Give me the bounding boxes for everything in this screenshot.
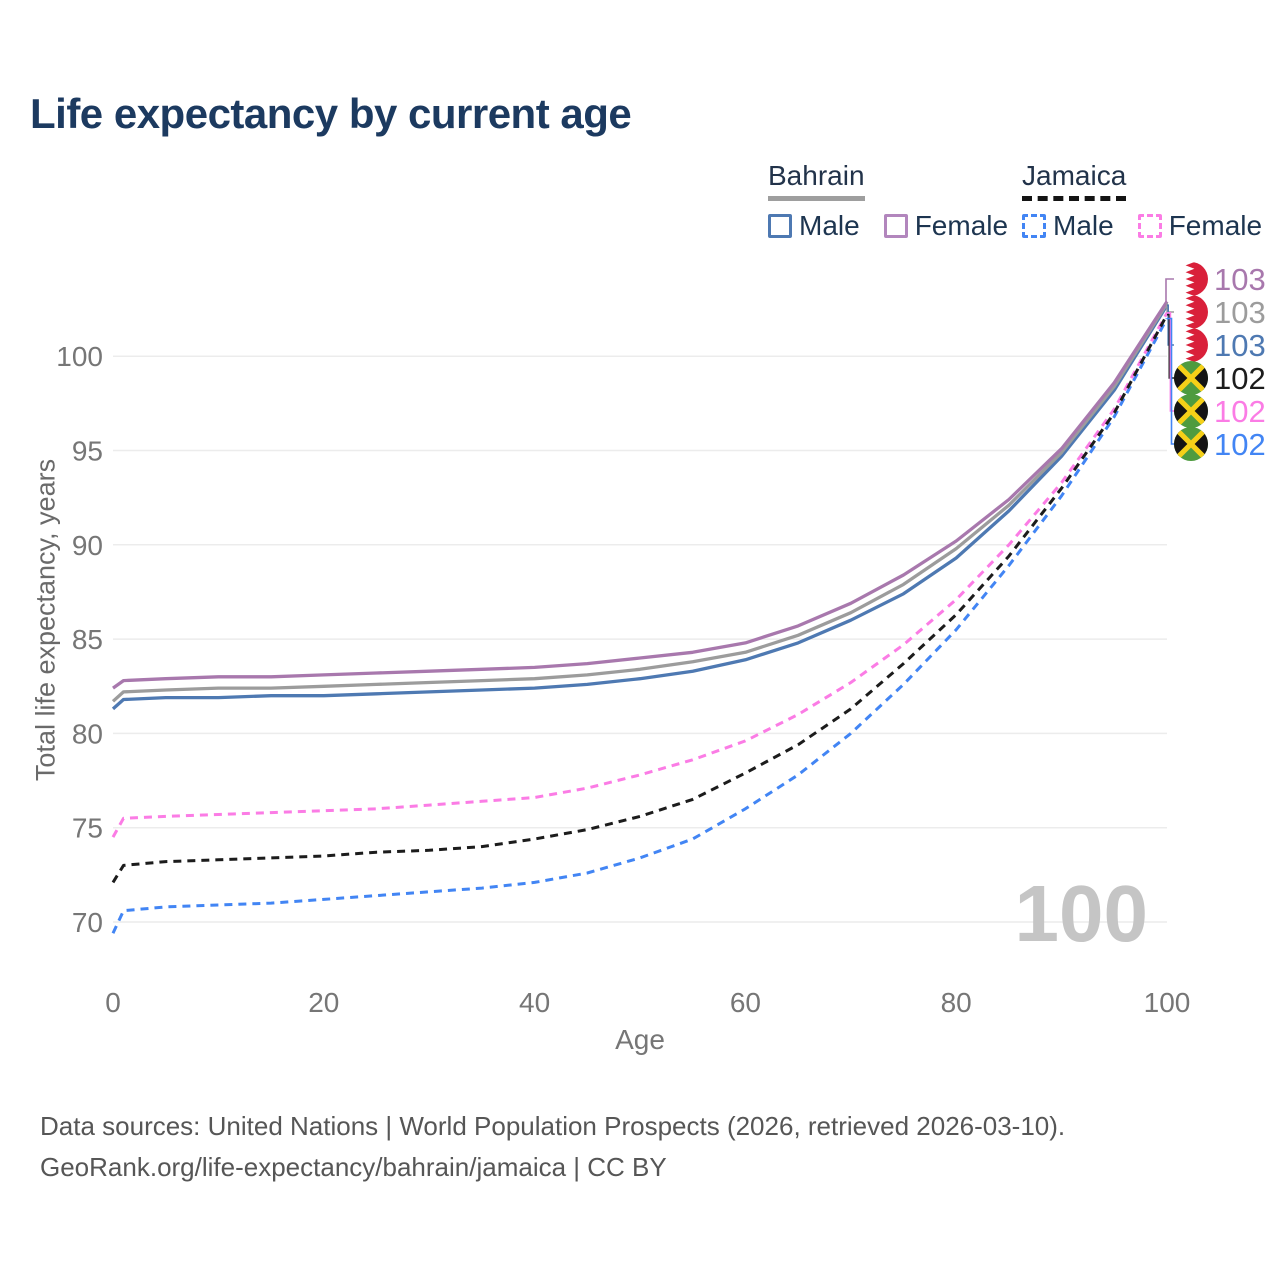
y-tick-label: 70	[72, 907, 103, 938]
legend-items-jamaica: Male Female	[1022, 210, 1262, 242]
end-label-leader-line	[1167, 317, 1174, 445]
series-line-bahrain-female	[112, 300, 1169, 690]
legend-group-bahrain: Bahrain Male Female	[768, 160, 1008, 242]
legend-item-jamaica-female[interactable]: Female	[1137, 210, 1263, 242]
y-tick-label: 75	[72, 813, 103, 844]
legend-items-bahrain: Male Female	[768, 210, 1008, 242]
end-value-label-bahrain-female: 103	[1214, 262, 1266, 297]
jamaica-flag-icon	[1174, 427, 1208, 461]
jamaica-female-checkbox-icon[interactable]	[1137, 214, 1162, 238]
legend-label-jamaica-female: Female	[1168, 210, 1263, 241]
end-label-leader-line	[1165, 278, 1174, 303]
y-tick-label: 90	[72, 530, 103, 561]
bahrain-flag-icon	[1174, 295, 1208, 329]
bahrain-flag-icon	[1174, 262, 1208, 296]
series-line-jamaica-both	[111, 313, 1169, 884]
x-tick-label: 40	[519, 987, 550, 1018]
series-line-jamaica-female	[111, 312, 1169, 838]
y-tick-label: 95	[72, 436, 103, 467]
series-line-bahrain-male	[111, 304, 1169, 711]
jamaica-flag-icon	[1174, 394, 1208, 428]
end-value-label-bahrain-both: 103	[1214, 295, 1266, 330]
jamaica-flag-icon	[1174, 361, 1208, 395]
end-value-label-bahrain-male: 103	[1214, 328, 1266, 363]
bahrain-male-checkbox-icon[interactable]	[768, 214, 792, 238]
footer-source-line: Data sources: United Nations | World Pop…	[40, 1111, 1066, 1141]
page-title: Life expectancy by current age	[30, 90, 632, 137]
legend-item-jamaica-male[interactable]: Male	[1022, 210, 1114, 242]
end-value-label-jamaica-male: 102	[1214, 427, 1266, 462]
legend-label-bahrain-female: Female	[914, 210, 1009, 241]
end-value-label-jamaica-female: 102	[1214, 394, 1266, 429]
legend-header-jamaica[interactable]: Jamaica	[1022, 160, 1127, 201]
series-line-bahrain-both	[111, 302, 1169, 703]
legend-label-jamaica-male: Male	[1053, 210, 1114, 241]
end-value-label-jamaica-both: 102	[1214, 361, 1266, 396]
series-line-jamaica-male	[111, 317, 1169, 934]
watermark-age: 100	[1015, 869, 1148, 958]
x-tick-label: 60	[730, 987, 761, 1018]
bahrain-female-checkbox-icon[interactable]	[883, 214, 908, 238]
y-axis-title: Total life expectancy, years	[30, 458, 61, 782]
x-tick-label: 80	[941, 987, 972, 1018]
bahrain-flag-icon	[1174, 328, 1208, 362]
x-axis-title: Age	[615, 1024, 665, 1055]
legend: Bahrain Male Female Jamaica Male	[0, 160, 1280, 242]
legend-item-bahrain-male[interactable]: Male	[768, 210, 860, 242]
x-tick-label: 100	[1144, 987, 1191, 1018]
jamaica-male-checkbox-icon[interactable]	[1022, 214, 1046, 238]
legend-group-jamaica: Jamaica Male Female	[1022, 160, 1262, 242]
y-tick-label: 85	[72, 624, 103, 655]
footer: Data sources: United Nations | World Pop…	[40, 1106, 1065, 1188]
footer-url-line: GeoRank.org/life-expectancy/bahrain/jama…	[40, 1152, 667, 1182]
legend-label-bahrain-male: Male	[799, 210, 860, 241]
legend-header-bahrain[interactable]: Bahrain	[768, 160, 865, 201]
x-tick-label: 0	[105, 987, 121, 1018]
legend-item-bahrain-female[interactable]: Female	[883, 210, 1009, 242]
y-tick-label: 100	[56, 341, 103, 372]
x-tick-label: 20	[308, 987, 339, 1018]
y-tick-label: 80	[72, 718, 103, 749]
